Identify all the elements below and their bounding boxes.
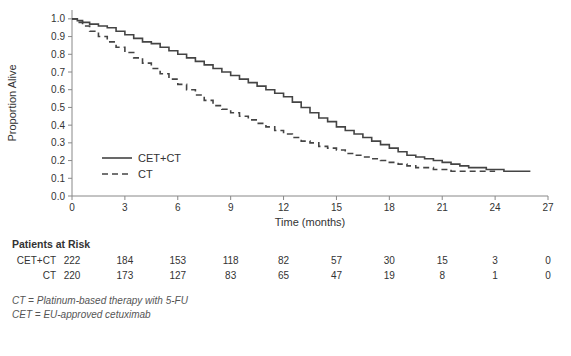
risk-table: Patients at RiskCET+CT222184153118825730…: [12, 238, 551, 281]
survival-curve: [72, 19, 530, 171]
y-tick-label: 0.3: [51, 137, 65, 148]
y-tick: [68, 178, 72, 179]
risk-value: 184: [117, 255, 134, 266]
risk-value: 15: [437, 255, 449, 266]
risk-value: 57: [331, 255, 343, 266]
y-axis-label: Proportion Alive: [6, 64, 18, 141]
footnote: CT = Platinum-based therapy with 5-FU: [12, 295, 189, 306]
risk-value: 47: [331, 270, 343, 281]
risk-table-title: Patients at Risk: [12, 238, 90, 250]
y-tick-label: 0.7: [51, 67, 65, 78]
x-tick: [442, 196, 443, 200]
x-tick: [72, 196, 73, 200]
background: [0, 0, 571, 356]
x-tick-label: 3: [122, 202, 128, 213]
x-tick: [495, 196, 496, 200]
legend: CET+CT CT: [102, 152, 181, 180]
x-tick-label: 21: [437, 202, 449, 213]
x-tick-label: 24: [490, 202, 502, 213]
y-tick: [68, 160, 72, 161]
risk-value: 30: [384, 255, 396, 266]
x-tick: [124, 196, 125, 200]
x-axis-label: Time (months): [275, 216, 346, 228]
legend-label: CET+CT: [138, 152, 181, 164]
risk-value: 0: [545, 255, 551, 266]
x-tick: [336, 196, 337, 200]
risk-row-label: CT: [43, 270, 56, 281]
risk-value: 0: [545, 270, 551, 281]
x-tick-label: 15: [331, 202, 343, 213]
x-tick: [283, 196, 284, 200]
y-tick: [68, 72, 72, 73]
risk-value: 65: [278, 270, 290, 281]
chart: 0.00.10.20.30.40.50.60.70.80.91.00369121…: [0, 0, 571, 356]
x-tick: [548, 196, 549, 200]
y-tick-label: 1.0: [51, 13, 65, 24]
y-tick-label: 0.6: [51, 84, 65, 95]
risk-value: 8: [439, 270, 445, 281]
y-tick: [68, 54, 72, 55]
risk-row-label: CET+CT: [17, 255, 56, 266]
curves: [72, 19, 530, 171]
y-tick-label: 0.5: [51, 102, 65, 113]
risk-value: 173: [117, 270, 134, 281]
y-tick: [68, 36, 72, 37]
x-tick-label: 6: [175, 202, 181, 213]
y-tick: [68, 107, 72, 108]
survival-curve: [72, 19, 495, 171]
y-tick: [68, 18, 72, 19]
risk-value: 82: [278, 255, 290, 266]
risk-value: 83: [225, 270, 237, 281]
risk-value: 153: [169, 255, 186, 266]
risk-value: 3: [492, 255, 498, 266]
y-tick-label: 0.1: [51, 173, 65, 184]
risk-value: 127: [169, 270, 186, 281]
risk-value: 19: [384, 270, 396, 281]
x-tick-label: 27: [542, 202, 554, 213]
x-tick-label: 18: [384, 202, 396, 213]
legend-swatch: [102, 173, 132, 175]
x-tick-label: 12: [278, 202, 290, 213]
y-tick: [68, 196, 72, 197]
x-axis-line: [72, 196, 548, 197]
risk-value: 222: [64, 255, 81, 266]
footnotes: CT = Platinum-based therapy with 5-FU CET…: [12, 295, 189, 320]
risk-value: 118: [223, 255, 239, 266]
footnote: CET = EU-approved cetuximab: [12, 309, 151, 320]
legend-label: CT: [138, 168, 153, 180]
y-tick-label: 0.0: [51, 191, 65, 202]
y-tick-label: 0.9: [51, 31, 65, 42]
risk-value: 220: [64, 270, 81, 281]
y-tick: [68, 125, 72, 126]
x-tick: [177, 196, 178, 200]
legend-swatch: [102, 157, 132, 159]
y-axis-line: [72, 10, 73, 196]
x-tick-label: 9: [228, 202, 234, 213]
y-tick: [68, 142, 72, 143]
x-tick: [389, 196, 390, 200]
x-tick: [230, 196, 231, 200]
y-tick-label: 0.8: [51, 49, 65, 60]
risk-value: 1: [492, 270, 498, 281]
x-tick-label: 0: [69, 202, 75, 213]
y-tick-label: 0.4: [51, 120, 65, 131]
y-tick-label: 0.2: [51, 155, 65, 166]
y-tick: [68, 89, 72, 90]
